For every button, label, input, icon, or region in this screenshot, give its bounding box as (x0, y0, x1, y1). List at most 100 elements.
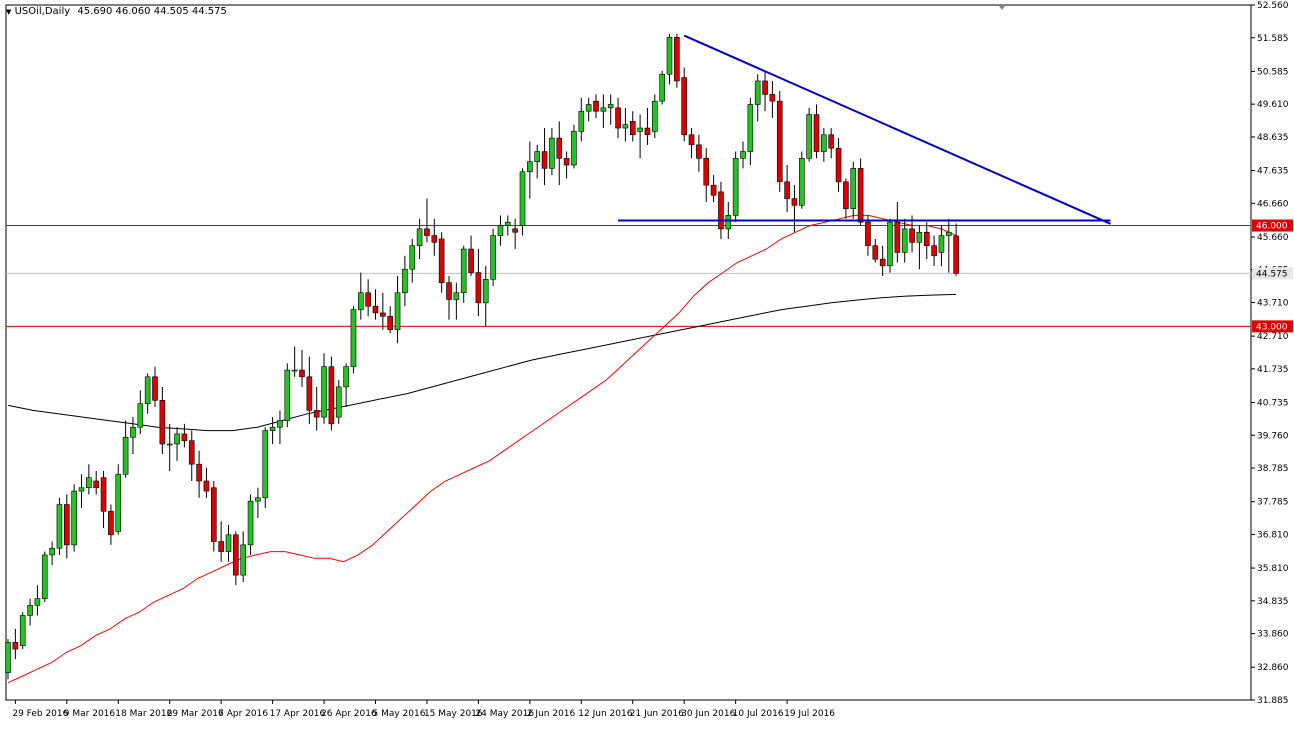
candle-body (490, 235, 496, 280)
y-tick-label: 42.710 (1257, 332, 1289, 342)
candle-body (269, 426, 276, 431)
candle-body (71, 490, 77, 546)
candle-body (512, 228, 518, 233)
candle-body (64, 504, 70, 546)
x-tick-label: 29 Mar 2016 (167, 709, 224, 719)
candle-body (335, 386, 342, 418)
candle-body (357, 292, 364, 310)
candle-body (446, 282, 452, 300)
descending-trendline[interactable] (683, 34, 1111, 225)
candle-body (453, 292, 460, 300)
x-tick-label: 29 Feb 2016 (12, 709, 68, 719)
candle-body (380, 312, 386, 317)
candle-body (740, 151, 746, 159)
candle-body (585, 104, 592, 112)
candle-body (497, 225, 504, 236)
candle-body (424, 228, 430, 236)
candle-body (196, 463, 202, 482)
candle-body (218, 541, 224, 552)
candle-body (343, 366, 349, 388)
low-value: 44.505 (153, 6, 189, 17)
x-tick-label: 30 Jun 2016 (681, 709, 735, 719)
dropdown-arrow-icon[interactable]: ▼ (6, 8, 12, 16)
candle-body (137, 403, 144, 428)
candle-body (843, 181, 849, 210)
candle-body (56, 504, 63, 549)
candle-body (159, 400, 166, 445)
y-tick-label: 41.735 (1257, 365, 1289, 375)
candle-body (784, 181, 790, 199)
symbol-label: USOil,Daily (14, 6, 71, 17)
x-tick-label: 18 Mar 2016 (115, 709, 172, 719)
candle-body (710, 184, 717, 196)
y-tick-label: 35.810 (1257, 564, 1289, 574)
y-tick-label: 50.585 (1257, 67, 1289, 77)
candle-body (365, 292, 371, 307)
candle-body (394, 292, 401, 331)
candle-body (350, 309, 357, 368)
moving-average-fast (7, 214, 957, 684)
y-tick-label: 31.885 (1257, 696, 1289, 706)
candle-body (718, 191, 724, 230)
candle-body (431, 235, 438, 243)
candle-body (284, 369, 291, 421)
chart-header: ▼ USOil,Daily 45.690 46.060 44.505 44.57… (6, 7, 227, 17)
candle-body (659, 73, 665, 102)
candle-body (776, 100, 783, 183)
x-tick-label: 12 Jun 2016 (578, 709, 632, 719)
open-value: 45.690 (77, 6, 113, 17)
candle-body (887, 221, 893, 267)
candle-body (674, 36, 680, 82)
candle-body (534, 151, 541, 162)
candle-body (835, 147, 842, 183)
candle-body (688, 134, 695, 146)
candle-body (916, 231, 923, 243)
candle-body (255, 497, 261, 502)
moving-average-slow (7, 293, 957, 432)
candle-body (188, 440, 195, 465)
candle-body (262, 430, 269, 499)
y-tick-label: 37.785 (1257, 498, 1289, 508)
level-label-0: 46.000 (1256, 222, 1288, 232)
chart-shift-marker-icon[interactable] (999, 6, 1005, 10)
candle-body (578, 110, 585, 132)
candle-body (769, 94, 776, 102)
y-tick-label: 43.710 (1257, 298, 1289, 308)
candle-body (593, 100, 599, 112)
candle-body (791, 198, 798, 206)
candle-body (12, 642, 19, 650)
candle-body (203, 480, 210, 492)
candle-body (879, 258, 886, 267)
current-price-label-box (1252, 267, 1293, 280)
y-tick-label: 46.660 (1257, 199, 1289, 209)
candle-body (651, 100, 658, 132)
candle-body (416, 228, 423, 246)
candle-body (240, 544, 246, 576)
y-tick-label: 45.660 (1257, 233, 1289, 243)
candle-body (909, 228, 915, 243)
candle-body (166, 443, 173, 446)
candle-body (762, 80, 768, 95)
candle-body (549, 137, 555, 169)
x-tick-label: 2 Jun 2016 (527, 709, 576, 719)
candle-body (747, 104, 754, 152)
y-tick-label: 52.560 (1257, 1, 1289, 11)
candle-body (409, 245, 416, 270)
candle-body (49, 547, 55, 556)
current-price-label: 44.575 (1256, 269, 1288, 279)
candle-body (945, 231, 952, 236)
candle-body (828, 134, 835, 149)
candle-body (438, 238, 445, 283)
y-tick-label: 34.835 (1257, 597, 1289, 607)
candle-body (857, 168, 864, 223)
candle-body (460, 248, 467, 294)
close-value: 44.575 (191, 6, 227, 17)
x-tick-label: 17 Apr 2016 (270, 709, 326, 719)
candle-body (629, 121, 636, 136)
candle-body (144, 376, 151, 404)
candle-body (541, 151, 548, 169)
x-tick-label: 21 Jun 2016 (630, 709, 684, 719)
candle-body (865, 221, 871, 246)
